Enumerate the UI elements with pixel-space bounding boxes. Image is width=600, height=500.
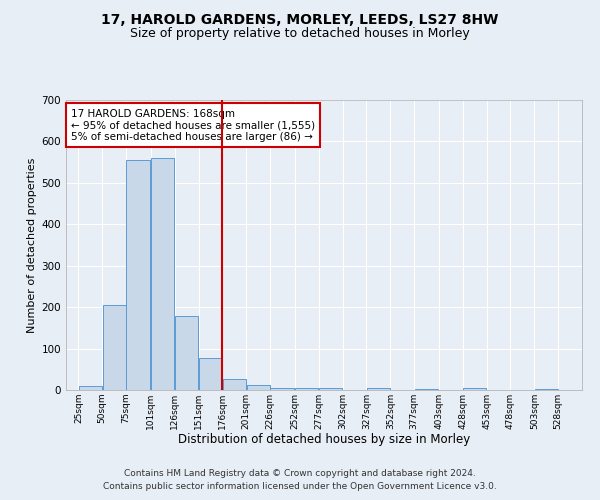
Bar [151,158,175,390]
Bar [199,358,222,390]
Bar [79,386,102,390]
Text: Contains public sector information licensed under the Open Government Licence v3: Contains public sector information licen… [103,482,497,491]
Bar [295,388,319,390]
Bar [223,379,246,390]
Text: 17, HAROLD GARDENS, MORLEY, LEEDS, LS27 8HW: 17, HAROLD GARDENS, MORLEY, LEEDS, LS27 … [101,12,499,26]
Bar [535,389,558,390]
Text: Size of property relative to detached houses in Morley: Size of property relative to detached ho… [130,28,470,40]
Bar [415,389,437,390]
Bar [103,305,126,390]
Bar [271,388,293,390]
Bar [367,388,390,390]
Bar [127,160,149,390]
Bar [247,385,270,390]
X-axis label: Distribution of detached houses by size in Morley: Distribution of detached houses by size … [178,434,470,446]
Bar [175,316,198,390]
Text: Contains HM Land Registry data © Crown copyright and database right 2024.: Contains HM Land Registry data © Crown c… [124,468,476,477]
Y-axis label: Number of detached properties: Number of detached properties [28,158,37,332]
Text: 17 HAROLD GARDENS: 168sqm
← 95% of detached houses are smaller (1,555)
5% of sem: 17 HAROLD GARDENS: 168sqm ← 95% of detac… [71,108,315,142]
Bar [319,388,342,390]
Bar [463,388,486,390]
